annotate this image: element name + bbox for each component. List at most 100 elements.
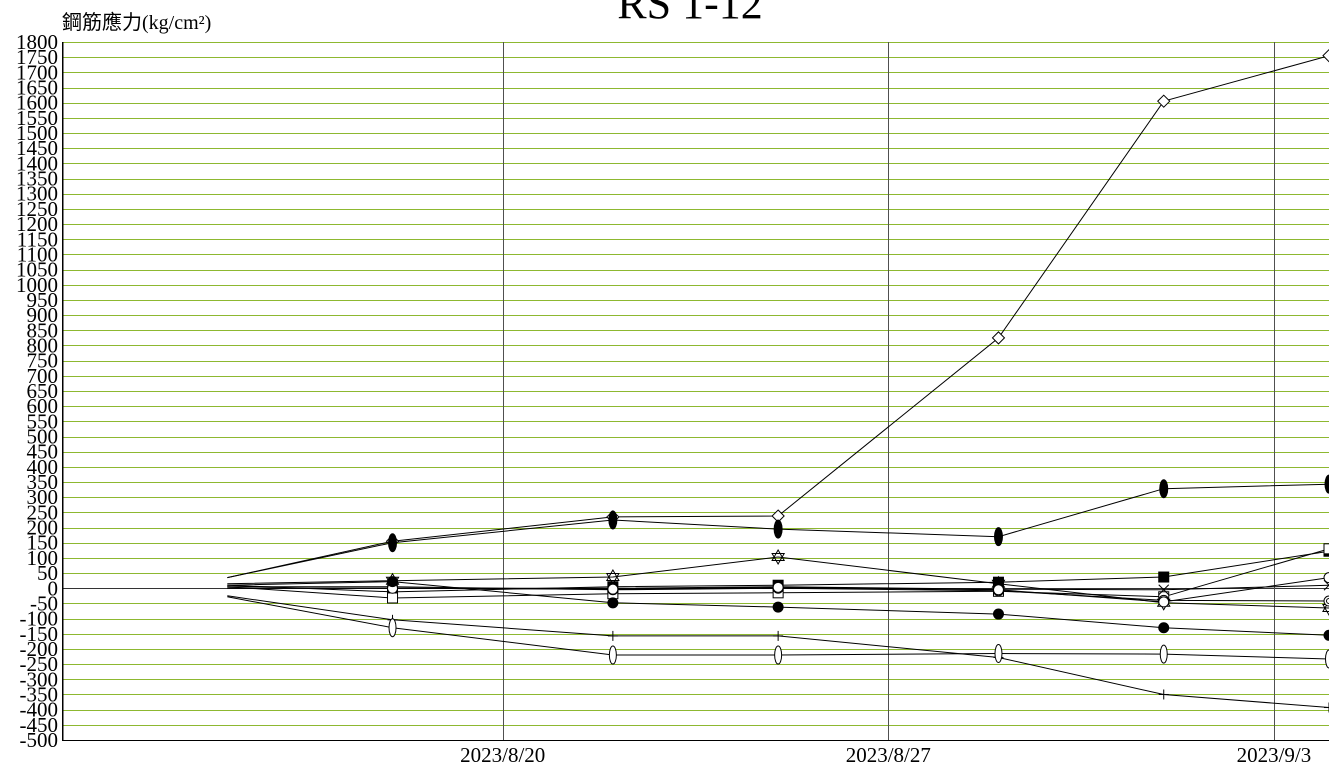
open-ellipse-marker <box>1159 644 1168 664</box>
y-tick-label: 300 <box>27 485 59 509</box>
filled-ellipse-marker <box>1159 479 1169 499</box>
filled-ellipse-marker <box>608 510 618 530</box>
y-tick-label: -50 <box>30 591 58 615</box>
hexagram-triangle-up <box>1322 600 1329 612</box>
open-ellipse-marker <box>608 645 617 665</box>
x-tick-label: 2023/9/3 <box>1237 743 1312 767</box>
series-1-markers <box>385 48 1329 548</box>
y-tick-label: 1450 <box>16 136 58 160</box>
cross-stroke <box>1323 584 1329 591</box>
filled-circle-marker <box>1323 629 1329 641</box>
y-tick-label: 550 <box>27 409 59 433</box>
y-tick-labels: 1800175017001650160015501500145014001350… <box>16 30 58 752</box>
y-tick-label: 1700 <box>16 60 58 84</box>
open-circle-marker <box>607 583 619 595</box>
y-tick-label: 1150 <box>17 227 58 251</box>
y-tick-label: -100 <box>20 607 59 631</box>
y-tick-label: -150 <box>20 622 59 646</box>
filled-square-marker <box>1158 571 1170 583</box>
plus-marker <box>607 630 618 641</box>
double-circle-marker <box>1323 595 1329 607</box>
y-axis-label: 鋼筋應力(kg/cm²) <box>62 10 211 34</box>
y-tick-label: 200 <box>27 516 59 540</box>
x-tick-label: 2023/8/27 <box>846 743 931 767</box>
cross-stroke <box>1158 584 1170 596</box>
inner-circle <box>1326 598 1329 605</box>
y-tick-label: 1250 <box>16 197 58 221</box>
hexagram-triangle-down <box>1322 604 1329 616</box>
hexagram-marker <box>605 568 620 586</box>
hexagram-triangle-up <box>771 548 786 561</box>
diamond-marker <box>991 331 1006 345</box>
open-ellipse-marker <box>774 645 783 665</box>
y-tick-label: -400 <box>20 698 59 722</box>
y-tick-label: -450 <box>20 713 59 737</box>
filled-ellipse-marker <box>773 519 783 539</box>
y-tick-label: -350 <box>20 682 59 706</box>
filled-circle-marker <box>992 608 1004 620</box>
hexagram-triangle-up <box>605 568 620 581</box>
plus-marker <box>1158 689 1169 700</box>
y-tick-label: 350 <box>27 470 59 494</box>
y-tick-label: 400 <box>27 455 59 479</box>
filled-ellipse-marker <box>1324 474 1329 494</box>
hexagram-marker <box>771 548 786 566</box>
y-tick-label: 100 <box>27 546 59 570</box>
x-tick-label: 2023/8/20 <box>460 743 545 767</box>
plus-marker <box>773 630 784 641</box>
open-square-marker <box>387 592 399 604</box>
y-tick-label: 1600 <box>16 91 58 115</box>
vertical-gridlines <box>503 42 1275 740</box>
y-tick-label: 950 <box>27 288 59 312</box>
hexagram-marker <box>1322 600 1329 616</box>
open-circle-marker <box>992 584 1004 596</box>
y-tick-label: -200 <box>20 637 59 661</box>
y-tick-label: -500 <box>20 728 59 752</box>
y-tick-label: 1400 <box>16 151 58 175</box>
open-ellipse-marker <box>994 644 1003 664</box>
series-8-markers <box>387 572 1329 608</box>
y-tick-label: 1550 <box>16 106 58 130</box>
y-tick-label: 1500 <box>16 121 58 145</box>
open-ellipse-marker <box>388 618 397 638</box>
series-3-markers <box>385 548 1329 616</box>
y-tick-label: 1350 <box>16 167 58 191</box>
y-tick-label: 500 <box>27 425 59 449</box>
series-11-markers <box>388 618 1329 669</box>
filled-ellipse-marker <box>388 533 398 553</box>
y-tick-label: 0 <box>48 576 59 600</box>
y-tick-label: 1000 <box>16 273 58 297</box>
y-tick-label: 850 <box>27 318 59 342</box>
open-circle-marker <box>772 581 784 593</box>
y-tick-label: 150 <box>27 531 59 555</box>
y-tick-label: 700 <box>27 364 59 388</box>
y-tick-label: 1100 <box>17 242 58 266</box>
cross-marker <box>1158 584 1170 596</box>
y-tick-label: 250 <box>27 500 59 524</box>
y-tick-label: 1300 <box>16 182 58 206</box>
diamond-marker <box>1322 48 1329 63</box>
y-tick-label: 1050 <box>16 258 58 282</box>
hexagram-triangle-down <box>605 573 620 586</box>
y-tick-label: 800 <box>27 333 59 357</box>
chart-title: RS 1-12 <box>617 0 762 28</box>
filled-circle-marker <box>772 601 784 613</box>
open-square-marker <box>1323 543 1329 555</box>
y-tick-label: 1800 <box>16 30 58 54</box>
filled-circle-marker <box>607 597 619 609</box>
filled-ellipse-marker <box>993 527 1003 547</box>
y-tick-label: 50 <box>37 561 58 585</box>
y-tick-label: 1200 <box>16 212 58 236</box>
y-tick-label: 450 <box>27 440 59 464</box>
y-tick-label: 600 <box>27 394 59 418</box>
open-circle-marker <box>1158 596 1170 608</box>
hexagram-triangle-down <box>771 553 786 566</box>
plus-marker <box>1324 702 1329 713</box>
diamond-marker <box>1157 94 1171 108</box>
series-2-markers <box>388 474 1329 553</box>
filled-circle-marker <box>387 576 399 588</box>
horizontal-gridlines <box>62 42 1329 741</box>
open-ellipse-marker <box>1325 649 1329 669</box>
y-tick-label: 650 <box>27 379 59 403</box>
